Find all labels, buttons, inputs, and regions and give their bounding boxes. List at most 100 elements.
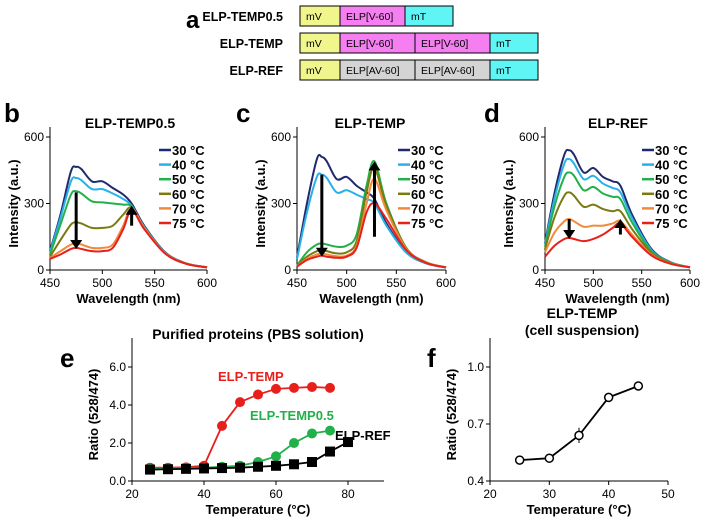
- data-point: [325, 382, 335, 393]
- data-point: [307, 428, 317, 439]
- data-point: [325, 446, 335, 457]
- series-label: ELP-TEMP: [218, 369, 284, 384]
- data-point: [633, 381, 644, 391]
- domain-label: mV: [306, 65, 322, 77]
- data-point: [181, 463, 191, 474]
- y-tick-label: 300: [271, 197, 291, 211]
- legend-label: 50 °C: [172, 172, 205, 187]
- legend-label: 60 °C: [172, 187, 205, 202]
- data-point: [603, 392, 614, 403]
- x-tick-label: 40: [197, 487, 211, 501]
- data-point: [343, 437, 353, 448]
- series-line: [149, 441, 349, 471]
- domain-label: ELP[V-60]: [346, 11, 393, 23]
- y-tick-label: 4.0: [109, 398, 126, 412]
- y-tick-label: 2.0: [109, 436, 126, 450]
- panel-a-constructs: a ELP-TEMP0.5 mV ELP[V-60] mT ELP-TEMP mV ELP[…: [186, 5, 539, 81]
- y-axis-label: Ratio (528/474): [444, 369, 459, 461]
- panel-label-e: e: [60, 343, 74, 373]
- chart-title: ELP-TEMP0.5: [85, 115, 175, 131]
- chart-d: d 450 500 550 600 0 300 600 Wavelength (nm) Inten…: [484, 98, 700, 306]
- chart-c: c 450 500 550 600 0 300 600 Wavelength (nm) Inten…: [236, 98, 456, 306]
- legend-label: 75 °C: [655, 216, 688, 231]
- x-tick-label: 30: [543, 487, 557, 501]
- series-line: [296, 172, 447, 269]
- y-tick-label: 300: [519, 197, 539, 211]
- data-point: [163, 464, 173, 475]
- x-tick-label: 500: [337, 276, 357, 290]
- data-point: [271, 383, 281, 394]
- data-point: [289, 459, 299, 470]
- panel-label-f: f: [427, 343, 436, 373]
- domain-label: mV: [306, 38, 322, 50]
- arrow-head: [125, 205, 138, 215]
- chart-subtitle: (cell suspension): [525, 322, 639, 338]
- data-point: [271, 451, 281, 462]
- chart-f: f 20 30 40 50 0.4 0.7 1.0 Temperature (°C) Ratio …: [427, 305, 675, 517]
- x-tick-label: 80: [341, 487, 355, 501]
- y-axis-label: Ratio (528/474): [86, 369, 101, 461]
- x-axis-label: Wavelength (nm): [319, 291, 423, 306]
- arrow-head: [368, 161, 381, 171]
- domain-box: [404, 5, 454, 27]
- y-tick-label: 600: [519, 130, 539, 144]
- y-tick-label: 6.0: [109, 360, 126, 374]
- legend-label: 30 °C: [172, 143, 205, 158]
- x-tick-label: 20: [125, 487, 139, 501]
- domain-label: ELP[AV-60]: [346, 65, 400, 77]
- x-tick-label: 500: [92, 276, 112, 290]
- data-point: [514, 455, 525, 465]
- series-label: ELP-REF: [335, 428, 391, 443]
- legend-label: 50 °C: [655, 172, 688, 187]
- chart-title: ELP-TEMP: [335, 115, 406, 131]
- x-tick-label: 20: [483, 487, 497, 501]
- legend-label: 60 °C: [655, 187, 688, 202]
- panel-label-b: b: [4, 98, 20, 128]
- x-tick-label: 450: [40, 276, 60, 290]
- y-tick-label: 0.7: [467, 417, 484, 431]
- data-point: [289, 382, 299, 393]
- legend-label: 70 °C: [411, 201, 444, 216]
- y-axis-label: Intensity (a.u.): [6, 159, 21, 247]
- data-point: [145, 464, 155, 475]
- y-tick-label: 600: [24, 130, 44, 144]
- legend-label: 40 °C: [655, 158, 688, 173]
- data-point: [217, 420, 227, 431]
- data-point: [253, 461, 263, 472]
- legend-label: 70 °C: [172, 201, 205, 216]
- y-tick-label: 0.4: [467, 474, 484, 488]
- data-point: [289, 438, 299, 448]
- data-point: [544, 453, 555, 463]
- legend-label: 40 °C: [411, 158, 444, 173]
- construct-name: ELP-TEMP0.5: [202, 10, 283, 24]
- legend-label: 50 °C: [411, 172, 444, 187]
- domain-label: ELP[AV-60]: [421, 65, 475, 77]
- x-tick-label: 600: [436, 276, 456, 290]
- legend-label: 30 °C: [411, 143, 444, 158]
- x-tick-label: 550: [386, 276, 406, 290]
- x-axis-label: Temperature (°C): [527, 502, 632, 517]
- data-point: [325, 425, 335, 436]
- series-line: [544, 191, 691, 269]
- arrow-head: [315, 247, 328, 257]
- x-tick-label: 600: [680, 276, 700, 290]
- panel-label-d: d: [484, 98, 500, 128]
- legend-label: 75 °C: [172, 216, 205, 231]
- data-point: [574, 430, 584, 441]
- arrow-head: [70, 239, 83, 249]
- y-tick-label: 0: [532, 263, 539, 277]
- arrow-head: [614, 219, 627, 229]
- domain-label: mT: [496, 38, 512, 50]
- x-axis-label: Wavelength (nm): [76, 291, 180, 306]
- domain-box: [489, 32, 539, 54]
- legend-label: 40 °C: [172, 158, 205, 173]
- domain-box: [489, 59, 539, 81]
- domain-label: mT: [411, 11, 427, 23]
- y-axis-label: Intensity (a.u.): [253, 159, 268, 247]
- y-axis-label: Intensity (a.u.): [501, 159, 516, 247]
- y-tick-label: 0: [37, 263, 44, 277]
- construct-name: ELP-TEMP: [220, 37, 283, 51]
- series-line: [544, 171, 691, 269]
- y-tick-label: 0.0: [109, 474, 126, 488]
